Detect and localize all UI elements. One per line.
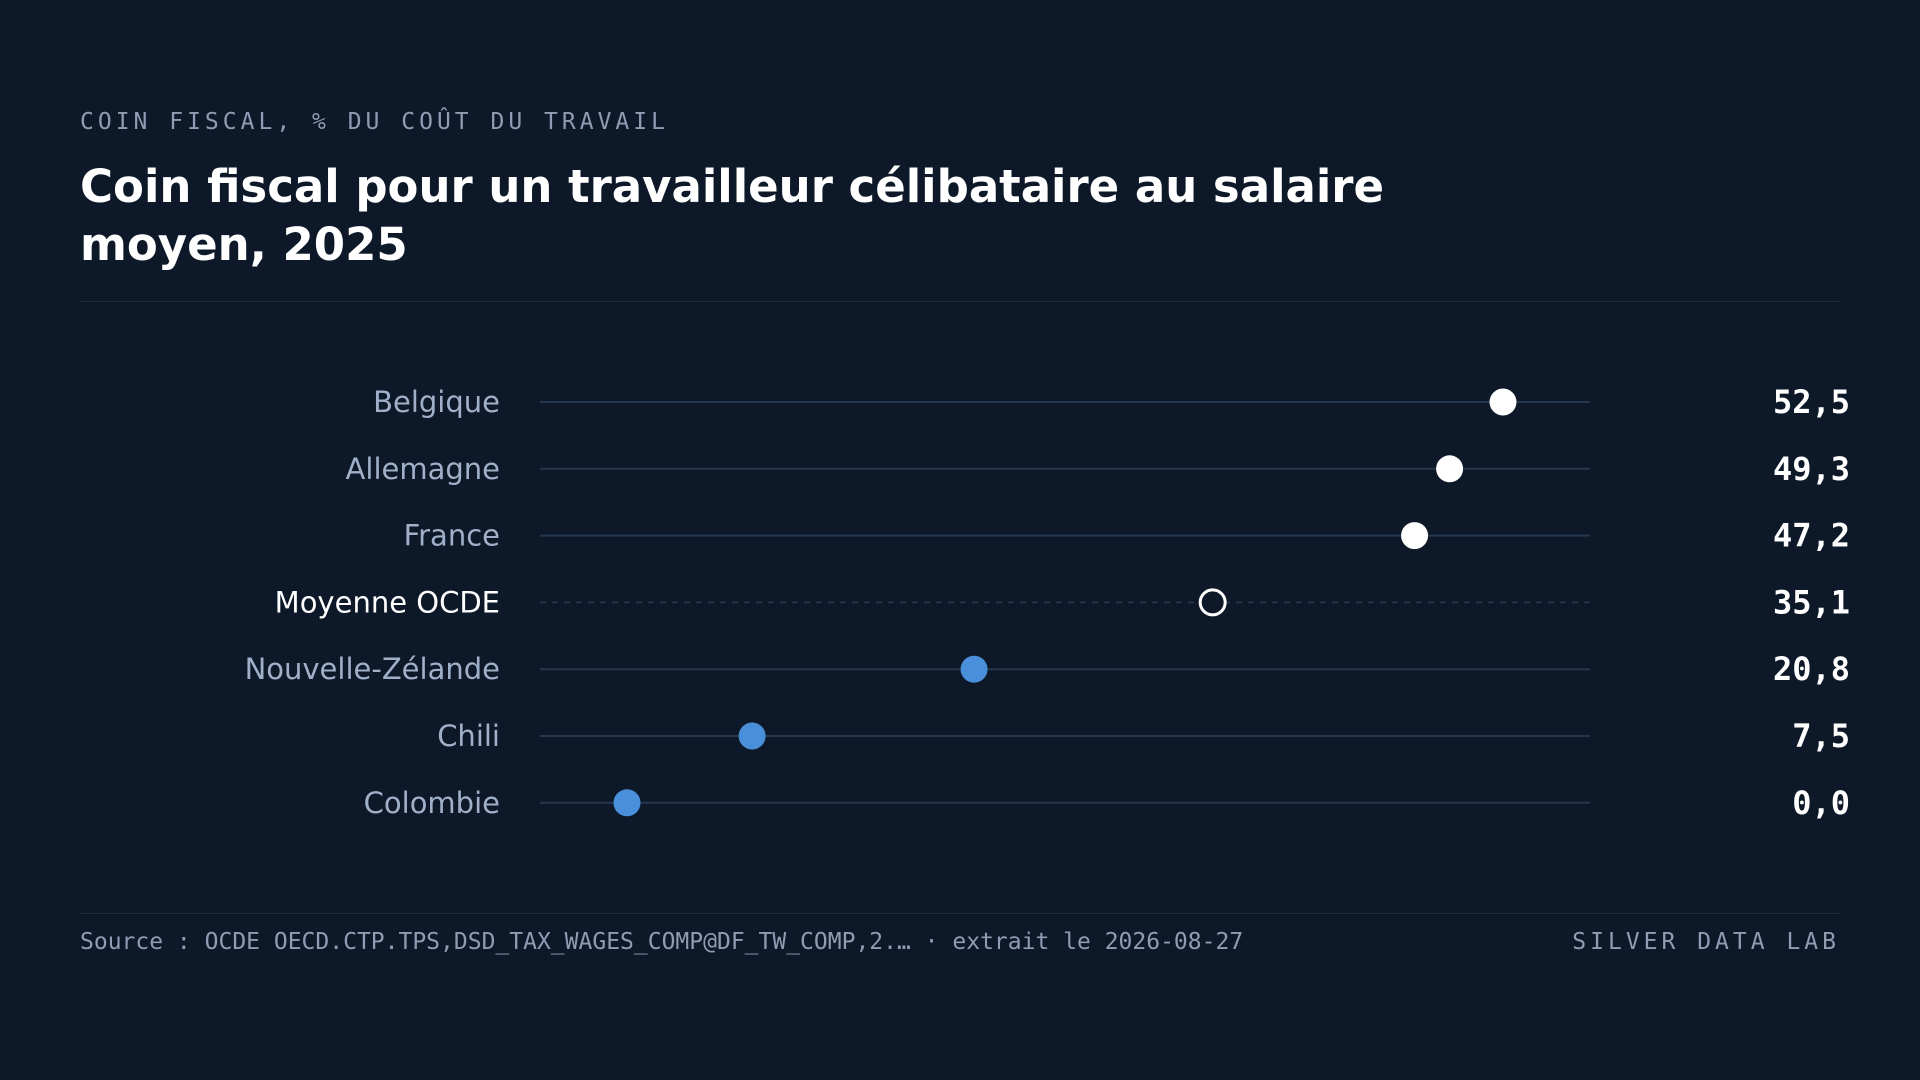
data-point-colombie <box>613 789 641 817</box>
chart-title: Coin fiscal pour un travailleur célibata… <box>80 160 1385 271</box>
category-label-chili: Chili <box>437 719 500 753</box>
category-label-allemagne: Allemagne <box>346 452 500 486</box>
data-point-chili <box>738 722 766 750</box>
value-label-moyenne-ocde: 35,1 <box>1773 583 1850 621</box>
data-point-moyenne-ocde <box>1198 588 1227 617</box>
value-label-france: 47,2 <box>1773 517 1850 555</box>
value-label-allemagne: 49,3 <box>1773 450 1850 488</box>
data-point-allemagne <box>1436 455 1464 483</box>
footer-divider <box>80 913 1840 914</box>
category-label-france: France <box>404 519 500 553</box>
footer-source: Source : OCDE OECD.CTP.TPS,DSD_TAX_WAGES… <box>80 929 1244 955</box>
value-label-nouvelle-zelande: 20,8 <box>1773 650 1850 688</box>
data-point-france <box>1401 522 1429 550</box>
data-point-nouvelle-zelande <box>960 655 988 683</box>
category-label-nouvelle-zelande: Nouvelle-Zélande <box>245 652 500 686</box>
chart-kicker: COIN FISCAL, % DU COÛT DU TRAVAIL <box>80 109 669 135</box>
category-label-moyenne-ocde: Moyenne OCDE <box>275 585 500 619</box>
value-label-colombie: 0,0 <box>1792 784 1850 822</box>
data-point-belgique <box>1489 388 1517 416</box>
category-label-colombie: Colombie <box>364 786 500 820</box>
value-label-chili: 7,5 <box>1792 717 1850 755</box>
category-label-belgique: Belgique <box>373 385 500 419</box>
value-label-belgique: 52,5 <box>1773 383 1850 421</box>
footer-brand: SILVER DATA LAB <box>1572 929 1840 955</box>
header-divider <box>80 301 1840 302</box>
